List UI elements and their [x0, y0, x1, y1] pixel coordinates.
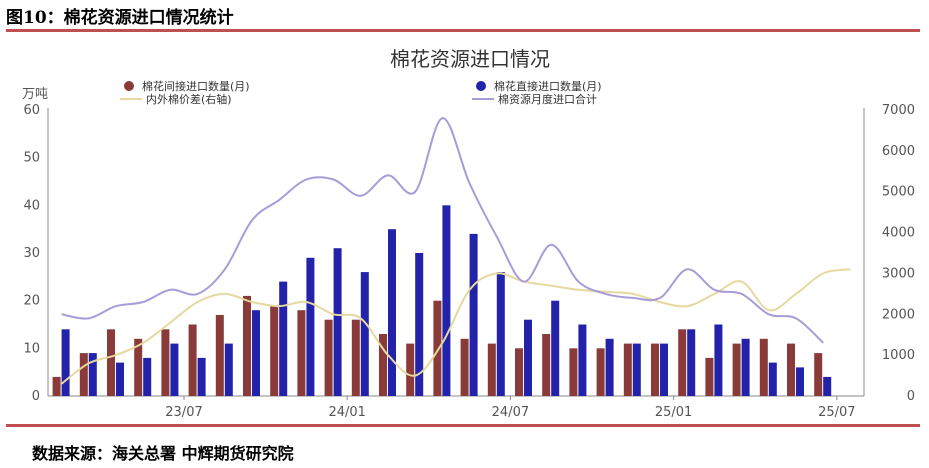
- source-note: 数据来源：海关总署 中辉期货研究院: [32, 444, 294, 463]
- y-right-tick-label: 5000: [882, 185, 915, 200]
- bar-indirect: [270, 305, 279, 396]
- legend-label-total: 棉资源月度进口合计: [498, 92, 597, 106]
- bar-direct: [333, 248, 342, 396]
- bar-direct: [415, 253, 424, 396]
- bar-direct: [360, 272, 369, 396]
- x-tick-label: 24/01: [328, 405, 365, 420]
- bar-direct: [632, 343, 641, 396]
- bar-indirect: [705, 357, 714, 396]
- y-left-tick-label: 10: [23, 341, 40, 356]
- bar-direct: [551, 300, 560, 396]
- bar-indirect: [215, 315, 224, 396]
- y-left-axis-label: 万吨: [22, 87, 48, 102]
- bar-direct: [61, 329, 70, 396]
- y-left-tick-label: 20: [23, 294, 40, 309]
- bar-indirect: [542, 334, 551, 396]
- y-right-ticks: 0 1000 2000 3000 4000 5000 6000 7000: [882, 103, 915, 404]
- chart-title: 棉花资源进口情况: [390, 47, 550, 71]
- bar-indirect: [297, 310, 306, 396]
- bar-direct: [660, 343, 668, 396]
- bar-direct: [714, 324, 723, 396]
- bar-indirect: [596, 348, 605, 396]
- bar-indirect: [678, 329, 687, 396]
- y-left-tick-label: 40: [23, 198, 40, 213]
- bar-direct: [388, 229, 396, 396]
- bar-indirect: [324, 319, 333, 396]
- bar-indirect: [569, 348, 578, 396]
- y-left-tick-label: 0: [32, 389, 40, 404]
- legend-swatch-direct: [476, 81, 486, 91]
- bar-direct: [224, 343, 233, 396]
- y-right-tick-label: 0: [907, 389, 915, 404]
- bar-direct: [88, 353, 97, 396]
- legend-label-spread: 内外棉价差(右轴): [146, 92, 232, 106]
- bar-direct: [442, 205, 451, 396]
- y-left-tick-label: 60: [23, 103, 40, 118]
- bar-indirect: [759, 338, 768, 396]
- bars: [52, 205, 832, 396]
- legend: 棉花间接进口数量(月) 内外棉价差(右轴) 棉花直接进口数量(月) 棉资源月度进…: [120, 79, 602, 106]
- y-right-tick-label: 2000: [882, 307, 915, 322]
- y-left-tick-label: 30: [23, 246, 40, 261]
- bar-indirect: [487, 343, 496, 396]
- x-ticks: 23/07 24/01 24/07 25/01 25/07: [165, 396, 856, 420]
- bar-indirect: [107, 329, 115, 396]
- x-tick-label: 24/07: [492, 405, 529, 420]
- x-tick-label: 25/01: [655, 405, 692, 420]
- line-price-spread: [60, 268, 851, 385]
- y-right-tick-label: 3000: [882, 266, 915, 281]
- y-right-tick-label: 1000: [882, 348, 915, 363]
- bar-direct: [306, 257, 315, 396]
- bar-direct: [768, 362, 777, 396]
- bar-indirect: [460, 338, 469, 396]
- bar-indirect: [79, 353, 88, 396]
- bar-indirect: [623, 343, 632, 396]
- bar-indirect: [787, 343, 795, 396]
- bar-indirect: [243, 295, 251, 396]
- bar-direct: [496, 272, 505, 396]
- y-left-tick-label: 50: [23, 151, 40, 166]
- bar-indirect: [52, 376, 61, 396]
- x-tick-label: 23/07: [165, 405, 202, 420]
- bar-direct: [605, 338, 614, 396]
- figure-title: 图10：棉花资源进口情况统计: [6, 8, 234, 28]
- bar-direct: [741, 338, 750, 396]
- top-rule: [6, 29, 920, 32]
- bar-indirect: [406, 343, 415, 396]
- bar-indirect: [732, 343, 741, 396]
- bar-indirect: [134, 338, 143, 396]
- bar-indirect: [814, 353, 823, 396]
- bar-direct: [279, 281, 288, 396]
- bar-direct: [823, 376, 832, 396]
- bar-direct: [578, 324, 587, 396]
- bar-direct: [143, 357, 152, 396]
- bar-direct: [687, 329, 696, 396]
- bar-direct: [252, 310, 260, 396]
- bar-indirect: [433, 300, 442, 396]
- line-total-imports: [61, 117, 824, 344]
- bar-indirect: [351, 319, 360, 396]
- bar-direct: [197, 357, 206, 396]
- bar-direct: [170, 343, 179, 396]
- x-tick-label: 25/07: [818, 405, 855, 420]
- bar-direct: [796, 367, 804, 396]
- bar-direct: [469, 233, 478, 396]
- bar-indirect: [515, 348, 523, 396]
- y-right-tick-label: 4000: [882, 226, 915, 241]
- y-right-tick-label: 7000: [882, 103, 915, 118]
- y-left-ticks: 0 10 20 30 40 50 60: [23, 103, 40, 404]
- lines: [60, 117, 851, 385]
- bar-indirect: [188, 324, 197, 396]
- y-right-tick-label: 6000: [882, 144, 915, 159]
- bar-direct: [116, 362, 124, 396]
- bar-direct: [524, 319, 532, 396]
- legend-label-indirect: 棉花间接进口数量(月): [142, 79, 250, 93]
- bar-indirect: [651, 343, 659, 396]
- bar-indirect: [379, 334, 387, 396]
- bar-indirect: [161, 329, 170, 396]
- bottom-rule: [6, 424, 920, 427]
- legend-swatch-indirect: [124, 81, 134, 91]
- legend-label-direct: 棉花直接进口数量(月): [494, 79, 602, 93]
